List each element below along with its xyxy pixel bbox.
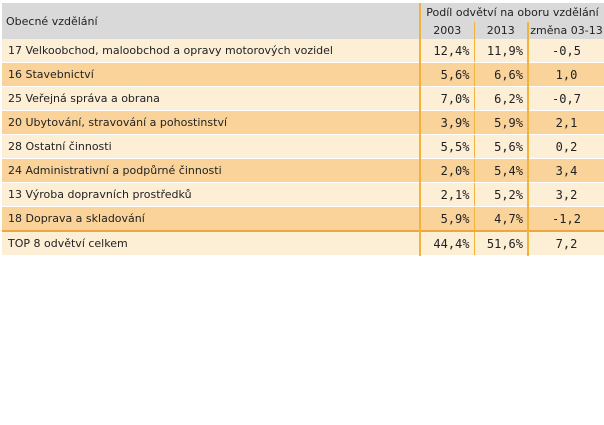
value-change: 0,2: [527, 134, 604, 159]
value-2013: 11,9%: [473, 39, 528, 63]
table-row: 17 Velkoobchod, maloobchod a opravy moto…: [2, 39, 604, 63]
column-header-2003: 2003: [419, 22, 474, 39]
value-2013: 6,2%: [473, 86, 528, 111]
column-header-label: Obecné vzdělání: [2, 3, 420, 39]
column-group-header: Podíl odvětví na oboru vzdělání: [419, 3, 604, 22]
value-change: 3,4: [527, 158, 604, 183]
value-2013: 6,6%: [473, 62, 528, 87]
value-change: -1,2: [527, 206, 604, 232]
row-label: 24 Administrativní a podpůrné činnosti: [2, 158, 420, 183]
total-row: TOP 8 odvětví celkem 44,4% 51,6% 7,2: [2, 230, 604, 256]
value-2003: 3,9%: [419, 110, 474, 135]
value-change: 2,1: [527, 110, 604, 135]
value-2003: 2,1%: [419, 182, 474, 207]
column-header-2013: 2013: [473, 22, 528, 39]
value-2003: 5,5%: [419, 134, 474, 159]
total-2003: 44,4%: [419, 230, 474, 256]
row-label: 17 Velkoobchod, maloobchod a opravy moto…: [2, 39, 420, 63]
row-label: 28 Ostatní činnosti: [2, 134, 420, 159]
total-change: 7,2: [527, 230, 604, 256]
row-label: 13 Výroba dopravních prostředků: [2, 182, 420, 207]
value-2003: 5,6%: [419, 62, 474, 87]
value-change: -0,5: [527, 39, 604, 63]
table-row: 18 Doprava a skladování 5,9% 4,7% -1,2: [2, 206, 604, 232]
row-label: 16 Stavebnictví: [2, 62, 420, 87]
value-2013: 4,7%: [473, 206, 528, 232]
table-row: 24 Administrativní a podpůrné činnosti 2…: [2, 158, 604, 183]
data-table: Obecné vzdělání Podíl odvětví na oboru v…: [2, 3, 604, 256]
total-2013: 51,6%: [473, 230, 528, 256]
value-change: 3,2: [527, 182, 604, 207]
table-row: 13 Výroba dopravních prostředků 2,1% 5,2…: [2, 182, 604, 207]
value-2013: 5,4%: [473, 158, 528, 183]
table-row: 16 Stavebnictví 5,6% 6,6% 1,0: [2, 62, 604, 87]
table-body: 17 Velkoobchod, maloobchod a opravy moto…: [2, 39, 604, 256]
value-2013: 5,2%: [473, 182, 528, 207]
row-label: 18 Doprava a skladování: [2, 206, 420, 232]
row-label: 25 Veřejná správa a obrana: [2, 86, 420, 111]
value-2003: 12,4%: [419, 39, 474, 63]
column-header-change: změna 03-13: [527, 22, 604, 39]
table-row: 20 Ubytování, stravování a pohostinství …: [2, 110, 604, 135]
value-2003: 7,0%: [419, 86, 474, 111]
table-header: Obecné vzdělání Podíl odvětví na oboru v…: [2, 3, 604, 39]
table-row: 25 Veřejná správa a obrana 7,0% 6,2% -0,…: [2, 86, 604, 111]
value-change: 1,0: [527, 62, 604, 87]
row-label: 20 Ubytování, stravování a pohostinství: [2, 110, 420, 135]
total-label: TOP 8 odvětví celkem: [2, 230, 420, 256]
value-2003: 5,9%: [419, 206, 474, 232]
value-2013: 5,6%: [473, 134, 528, 159]
value-change: -0,7: [527, 86, 604, 111]
value-2003: 2,0%: [419, 158, 474, 183]
table-row: 28 Ostatní činnosti 5,5% 5,6% 0,2: [2, 134, 604, 159]
value-2013: 5,9%: [473, 110, 528, 135]
